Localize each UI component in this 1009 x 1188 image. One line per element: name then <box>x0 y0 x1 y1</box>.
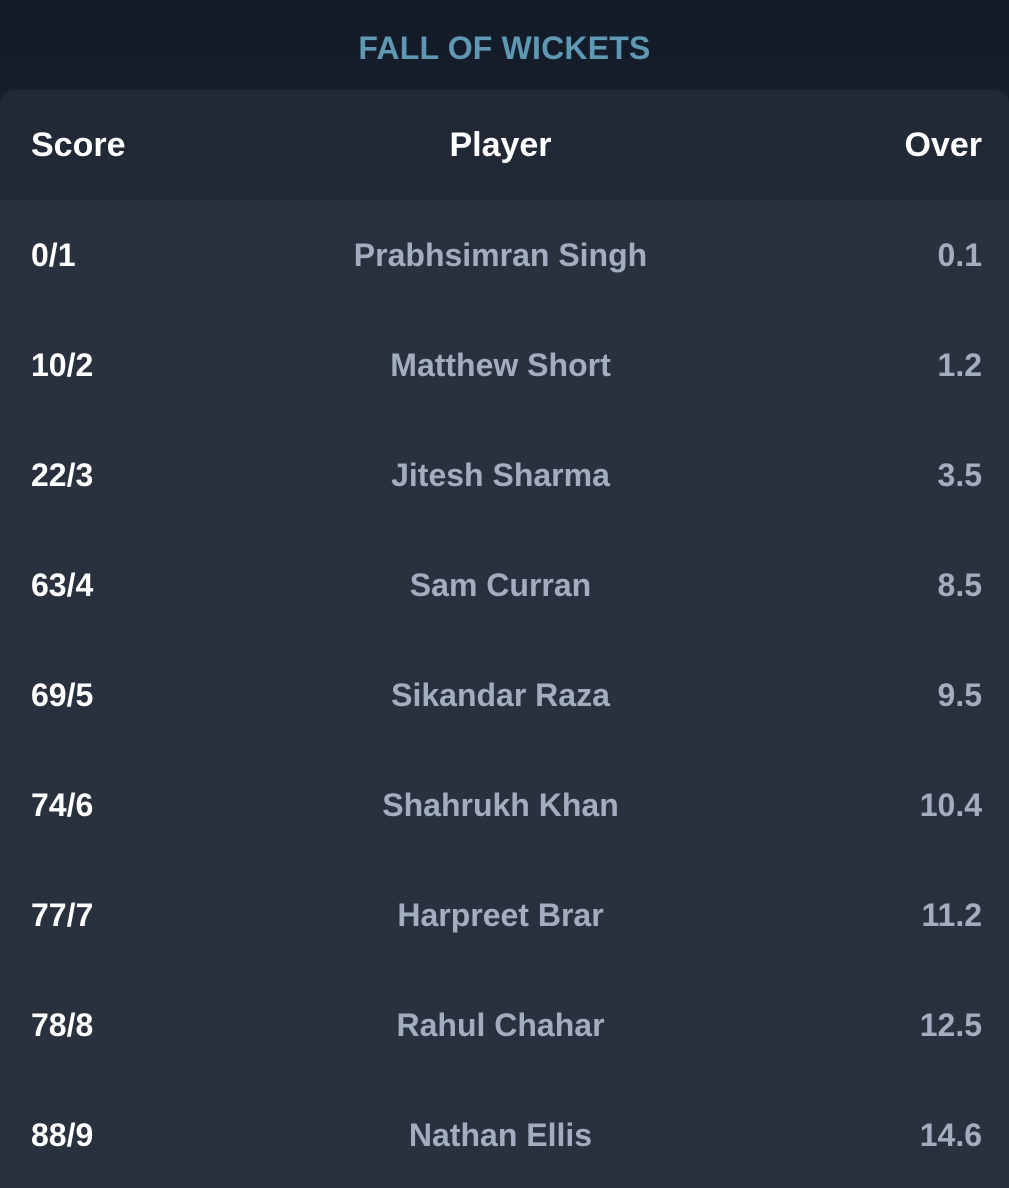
table-body: 0/1 Prabhsimran Singh 0.1 10/2 Matthew S… <box>0 200 1009 1188</box>
player-cell: Shahrukh Khan <box>382 786 619 823</box>
score-cell: 10/2 <box>31 346 94 383</box>
table-header: Score Player Over <box>0 90 1009 200</box>
score-cell: 22/3 <box>31 456 94 493</box>
player-cell: Harpreet Brar <box>397 896 604 933</box>
over-cell: 0.1 <box>937 236 982 273</box>
title-bar: FALL OF WICKETS <box>0 0 1009 90</box>
score-cell: 69/5 <box>31 676 94 713</box>
table-row: 10/2 Matthew Short 1.2 <box>0 310 1009 420</box>
over-cell: 1.2 <box>937 346 982 383</box>
player-cell: Rahul Chahar <box>396 1006 605 1043</box>
column-header-score: Score <box>31 125 126 164</box>
over-cell: 12.5 <box>919 1006 982 1043</box>
over-cell: 11.2 <box>921 896 982 933</box>
table-row: 78/8 Rahul Chahar 12.5 <box>0 970 1009 1080</box>
score-cell: 77/7 <box>31 896 94 933</box>
table-row: 69/5 Sikandar Raza 9.5 <box>0 640 1009 750</box>
table-row: 74/6 Shahrukh Khan 10.4 <box>0 750 1009 860</box>
table-row: 88/9 Nathan Ellis 14.6 <box>0 1080 1009 1188</box>
page-title: FALL OF WICKETS <box>358 29 651 66</box>
column-header-player: Player <box>449 125 552 164</box>
player-cell: Sikandar Raza <box>391 676 610 713</box>
over-cell: 10.4 <box>919 786 982 823</box>
score-cell: 0/1 <box>31 236 76 273</box>
score-cell: 88/9 <box>31 1116 94 1153</box>
table-row: 22/3 Jitesh Sharma 3.5 <box>0 420 1009 530</box>
player-cell: Nathan Ellis <box>408 1116 593 1153</box>
over-cell: 3.5 <box>937 456 982 493</box>
score-cell: 74/6 <box>31 786 94 823</box>
column-header-over: Over <box>904 125 983 164</box>
player-cell: Sam Curran <box>409 566 592 603</box>
player-cell: Jitesh Sharma <box>391 456 610 493</box>
table-row: 77/7 Harpreet Brar 11.2 <box>0 860 1009 970</box>
player-cell: Prabhsimran Singh <box>353 236 648 273</box>
table-row: 63/4 Sam Curran 8.5 <box>0 530 1009 640</box>
over-cell: 14.6 <box>919 1116 982 1153</box>
score-cell: 78/8 <box>31 1006 94 1043</box>
score-cell: 63/4 <box>31 566 94 603</box>
over-cell: 9.5 <box>937 676 982 713</box>
table-row: 0/1 Prabhsimran Singh 0.1 <box>0 200 1009 310</box>
over-cell: 8.5 <box>937 566 982 603</box>
player-cell: Matthew Short <box>390 346 611 383</box>
fall-of-wickets-table: Score Player Over 0/1 Prabhsimran Singh … <box>0 90 1009 1188</box>
